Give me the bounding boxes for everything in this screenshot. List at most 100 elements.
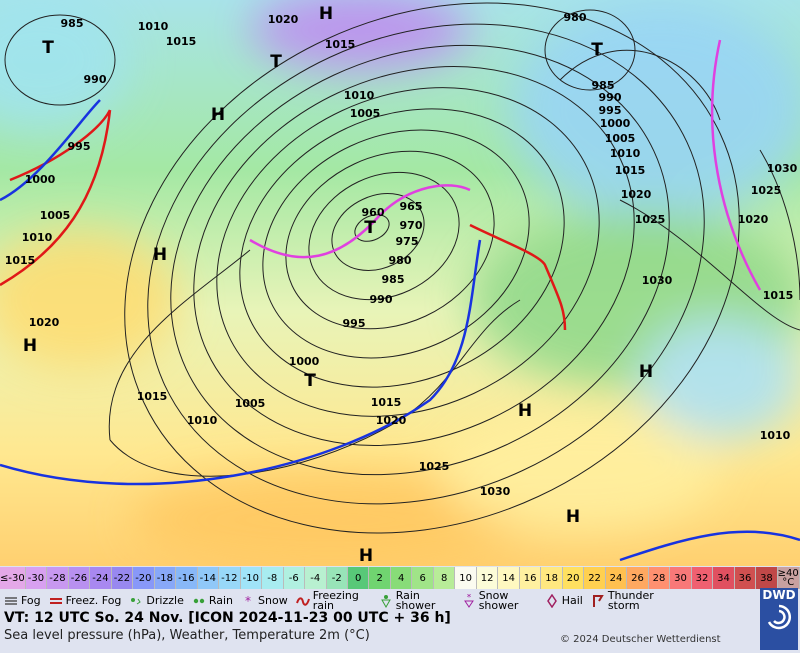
legend-item: Drizzle [129, 594, 184, 608]
legend-icon [193, 598, 205, 604]
isobar [354, 214, 390, 242]
scale-cell: 6 [412, 567, 434, 589]
svg-text:*: * [466, 594, 471, 603]
isobar-label: 1015 [615, 164, 646, 177]
isobar-label: 1025 [635, 213, 666, 226]
pressure-center: H [319, 4, 333, 24]
isobar-label: 1010 [22, 231, 53, 244]
svg-text:*: * [245, 594, 251, 608]
isobar-label: 980 [564, 11, 587, 24]
scale-cell: 14 [498, 567, 520, 589]
description: Sea level pressure (hPa), Weather, Tempe… [4, 628, 370, 643]
scale-cell: 24 [605, 567, 628, 589]
scale-cell: -14 [197, 567, 220, 589]
scale-cell: -2 [326, 567, 348, 589]
isobar [147, 23, 705, 505]
isobar-label: 1000 [600, 117, 631, 130]
isobar-label: 1010 [344, 89, 375, 102]
isobar [216, 87, 600, 417]
isobar-label: 1020 [29, 316, 60, 329]
scale-cell: 30 [670, 567, 692, 589]
cold-front [0, 239, 482, 486]
isobar-label: 1005 [235, 397, 266, 410]
scale-cell: -10 [240, 567, 263, 589]
isobar-label: 1020 [268, 13, 299, 26]
isobar-label: 1010 [760, 429, 791, 442]
isobar [285, 150, 495, 330]
isobar-label: 1030 [767, 162, 798, 175]
legend-item: Freezing rain [295, 590, 371, 611]
scale-cell: -30 [25, 567, 48, 589]
legend-icon [546, 594, 557, 608]
scale-cell: 36 [734, 567, 757, 589]
scale-cell: -20 [133, 567, 155, 589]
pressure-center: T [42, 38, 54, 58]
isobar-label: 1025 [751, 184, 782, 197]
legend-label: Thunder storm [607, 589, 654, 612]
isobar-label: 1015 [371, 396, 402, 409]
scale-cell: -26 [68, 567, 91, 589]
warm-front [469, 223, 567, 331]
legend-icon [295, 597, 310, 606]
scale-cell: 12 [476, 567, 499, 589]
scale-cell: 22 [584, 567, 606, 589]
scale-cell: -18 [154, 567, 177, 589]
isobar-label: 990 [370, 293, 393, 306]
legend-icon [131, 598, 142, 605]
pressure-center: H [153, 245, 167, 265]
isobar-label: 985 [592, 79, 615, 92]
scale-cell: 18 [541, 567, 563, 589]
scale-cell: -16 [176, 567, 198, 589]
legend-item: Rain [192, 594, 233, 608]
isobar [331, 193, 425, 271]
scale-cell: -28 [47, 567, 69, 589]
scale-cell: -12 [219, 567, 241, 589]
legend-label: Rain shower [395, 589, 436, 612]
legend-label: Hail [561, 594, 583, 607]
isobar-label: 1010 [187, 414, 218, 427]
legend-item: Fog [4, 594, 41, 608]
scale-cell: -4 [305, 567, 327, 589]
legend-item: Rain shower [379, 589, 454, 612]
isobar-label: 1000 [289, 355, 320, 368]
isobar-label: 1005 [605, 132, 636, 145]
scale-cell: 2 [369, 567, 391, 589]
legend-item: * Snow shower [462, 589, 537, 612]
isobar-label: 995 [68, 140, 91, 153]
legend-item: * Snow [241, 594, 288, 608]
valid-time: VT: 12 UTC So. 24 Nov. [ICON 2024-11-23 … [4, 610, 451, 626]
isobar-label: 990 [84, 73, 107, 86]
warm-front [0, 109, 112, 287]
scale-cell: -22 [111, 567, 134, 589]
scale-cell: -6 [283, 567, 306, 589]
occluded-front [249, 184, 471, 259]
pressure-center: T [270, 52, 282, 72]
isobar [4, 14, 116, 106]
weather-map: 985 1010 1015 1020 1015 990 995 1000 1005 1010 101… [0, 0, 800, 566]
scale-cell: -8 [262, 567, 284, 589]
isobar-label: 1015 [166, 35, 197, 48]
logo-icon [767, 604, 792, 630]
isobar-label: 1015 [325, 38, 356, 51]
scale-cell: 16 [519, 567, 542, 589]
isobar [170, 44, 670, 476]
cold-front [619, 530, 800, 562]
copyright: © 2024 Deutscher Wetterdienst [560, 634, 721, 645]
legend-item: Freez. Fog [49, 594, 121, 608]
scale-cell: 20 [562, 567, 585, 589]
isobar-label: 975 [396, 235, 419, 248]
pressure-center: H [639, 362, 653, 382]
pressure-center: T [364, 218, 376, 238]
isobar-label: 995 [343, 317, 366, 330]
scale-cell: 0 [347, 567, 370, 589]
isobar-label: 1030 [642, 274, 673, 287]
isobar-label: 980 [389, 254, 412, 267]
isobar [193, 66, 635, 446]
isobar [308, 171, 460, 301]
weather-legend: Fog Freez. Fog Drizzle Rain * Snow Freezing ra… [4, 590, 756, 612]
legend-icon [380, 595, 391, 608]
isobar-label: 1005 [40, 209, 71, 222]
legend-label: Snow shower [478, 589, 519, 612]
scale-cell: ≤-30 [0, 567, 26, 589]
